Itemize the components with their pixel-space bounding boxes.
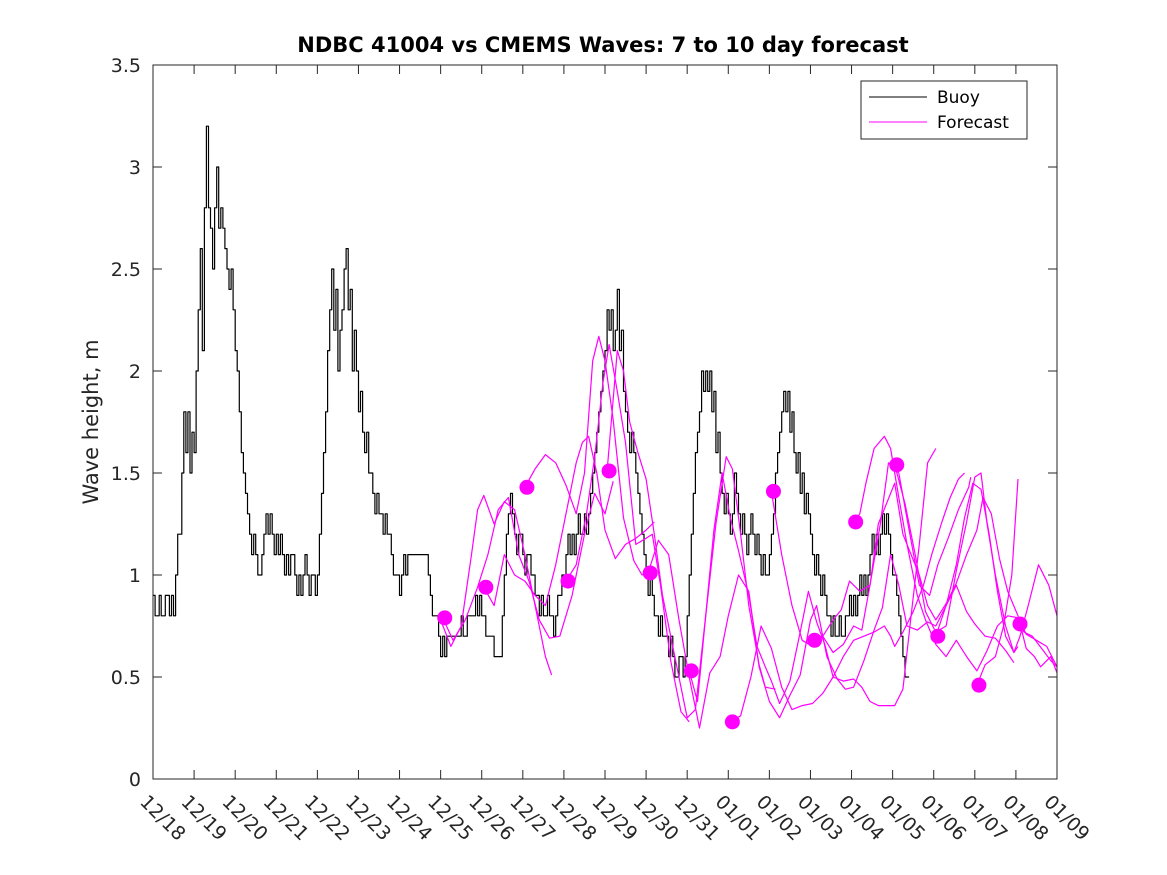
chart-title: NDBC 41004 vs CMEMS Waves: 7 to 10 day f… (297, 33, 908, 57)
x-tick-label: 12/22 (300, 791, 354, 845)
forecast-series-line-5 (565, 343, 690, 723)
forecast-start-marker (889, 457, 905, 473)
forecast-start-marker (437, 610, 453, 626)
forecast-start-marker (478, 579, 494, 595)
forecast-series-line-3 (483, 435, 655, 607)
forecast-series-line-9 (729, 472, 965, 723)
forecast-start-marker (765, 483, 781, 499)
forecast-start-marker (807, 632, 823, 648)
x-tick-label: 12/30 (629, 791, 683, 845)
forecast-series-line-2 (442, 481, 614, 641)
x-tick-label: 12/27 (505, 791, 559, 845)
axes-box (152, 64, 1058, 780)
forecast-start-marker (848, 514, 864, 530)
x-tick-label: 12/29 (587, 791, 641, 845)
x-tick-label: 01/04 (834, 791, 888, 845)
forecast-start-marker (601, 463, 617, 479)
x-tick-label: 12/18 (135, 791, 189, 845)
legend-box (860, 80, 1028, 140)
forecast-start-marker (560, 573, 576, 589)
x-tick-label: 12/25 (423, 791, 477, 845)
x-tick-label: 01/07 (957, 791, 1011, 845)
legend-forecast-label: Forecast (937, 113, 1009, 133)
x-tick-label: 12/20 (218, 791, 272, 845)
forecast-series-line-14 (935, 482, 1019, 654)
forecast-start-marker (724, 714, 740, 730)
legend: Buoy Forecast (860, 80, 1028, 140)
forecast-series-line-13 (894, 464, 1058, 654)
y-tick-label: 0 (129, 769, 141, 791)
x-tick-label: 12/24 (382, 791, 436, 845)
x-tick-label: 01/03 (793, 791, 847, 845)
y-axis-label: Wave height, m (79, 339, 103, 504)
forecast-series-line-15 (976, 479, 1019, 686)
forecast-start-marker (971, 677, 987, 693)
y-tick-label: 1 (129, 565, 141, 587)
forecast-series-line-4 (524, 335, 647, 576)
x-tick-label: 01/06 (916, 791, 970, 845)
x-tick-label: 01/01 (711, 791, 765, 845)
x-tick-label: 12/23 (341, 791, 395, 845)
forecast-start-marker (683, 663, 699, 679)
x-tick-label: 12/31 (670, 791, 724, 845)
buoy-series-line (153, 125, 910, 678)
x-tick-label: 12/28 (546, 791, 600, 845)
x-tick-label: 12/21 (259, 791, 313, 845)
forecast-start-marker (642, 565, 658, 581)
y-tick-label: 3.5 (111, 55, 141, 77)
y-tick-label: 2.5 (111, 259, 141, 281)
forecast-series-line-16 (1017, 623, 1058, 668)
legend-buoy-label: Buoy (937, 88, 980, 108)
x-tick-label: 12/19 (177, 791, 231, 845)
forecast-start-marker (930, 628, 946, 644)
forecast-series-line-10 (770, 462, 972, 648)
series-layer (153, 125, 1058, 729)
y-tick-label: 3 (129, 157, 141, 179)
x-tick-label: 01/02 (752, 791, 806, 845)
y-tick-label: 1.5 (111, 463, 141, 485)
plot-area (153, 65, 1057, 779)
x-tick-label: 01/05 (875, 791, 929, 845)
x-tick-label: 01/09 (1039, 791, 1093, 845)
y-tick-label: 0.5 (111, 667, 141, 689)
y-tick-label: 2 (129, 361, 141, 383)
forecast-series-line-8 (688, 448, 937, 707)
forecast-start-marker (1012, 616, 1028, 632)
forecast-markers (437, 457, 1028, 730)
x-tick-label: 01/08 (998, 791, 1052, 845)
x-tick-label: 12/26 (464, 791, 518, 845)
forecast-start-marker (519, 479, 535, 495)
